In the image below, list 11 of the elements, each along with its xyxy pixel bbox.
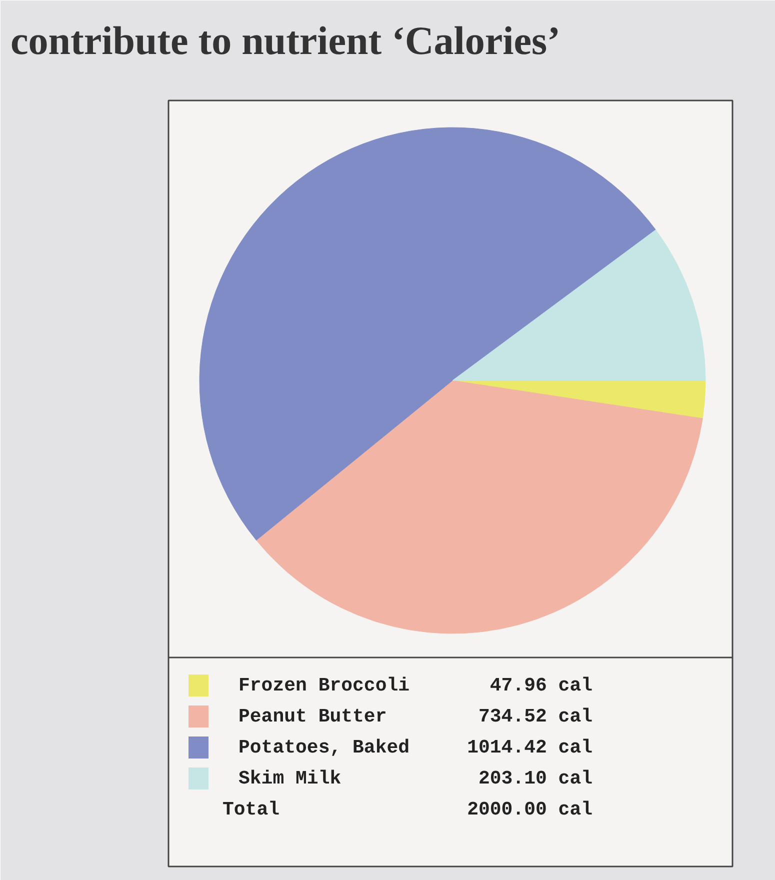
legend-label: Potatoes, Baked [238, 736, 410, 758]
chart-title: contribute to nutrient ‘Calories’ [10, 18, 560, 63]
text: 2000.00 cal [467, 798, 592, 820]
data-label: 1014.42 cal [467, 736, 592, 758]
legend-label: Peanut Butter [238, 706, 387, 728]
data-label: 203.10 cal [478, 768, 593, 790]
text: Total [222, 798, 280, 820]
legend-label: Frozen Broccoli [238, 674, 410, 696]
data-label: 47.96 cal [490, 674, 593, 696]
legend-label: Skim Milk [238, 768, 342, 790]
data-label: 734.52 cal [478, 706, 593, 728]
